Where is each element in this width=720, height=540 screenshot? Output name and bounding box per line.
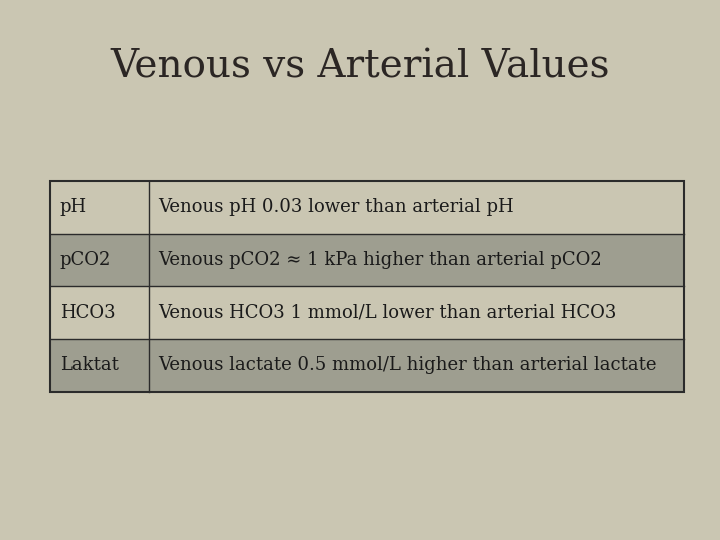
Text: pH: pH [60,198,87,216]
Text: Venous vs Arterial Values: Venous vs Arterial Values [110,49,610,86]
Bar [50,181,148,233]
Bar [50,286,148,339]
Bar [50,339,148,392]
Text: Venous HCO3 1 mmol/L lower than arterial HCO3: Venous HCO3 1 mmol/L lower than arterial… [158,303,616,321]
Text: Venous pCO2 ≈ 1 kPa higher than arterial pCO2: Venous pCO2 ≈ 1 kPa higher than arterial… [158,251,602,269]
Text: Laktat: Laktat [60,356,119,374]
Text: HCO3: HCO3 [60,303,115,321]
Bar [148,181,684,233]
Bar [148,286,684,339]
Text: Venous pH 0.03 lower than arterial pH: Venous pH 0.03 lower than arterial pH [158,198,513,216]
Bar [148,339,684,392]
Bar [50,233,148,286]
Text: Venous lactate 0.5 mmol/L higher than arterial lactate: Venous lactate 0.5 mmol/L higher than ar… [158,356,657,374]
Bar [148,233,684,286]
Text: pCO2: pCO2 [60,251,111,269]
